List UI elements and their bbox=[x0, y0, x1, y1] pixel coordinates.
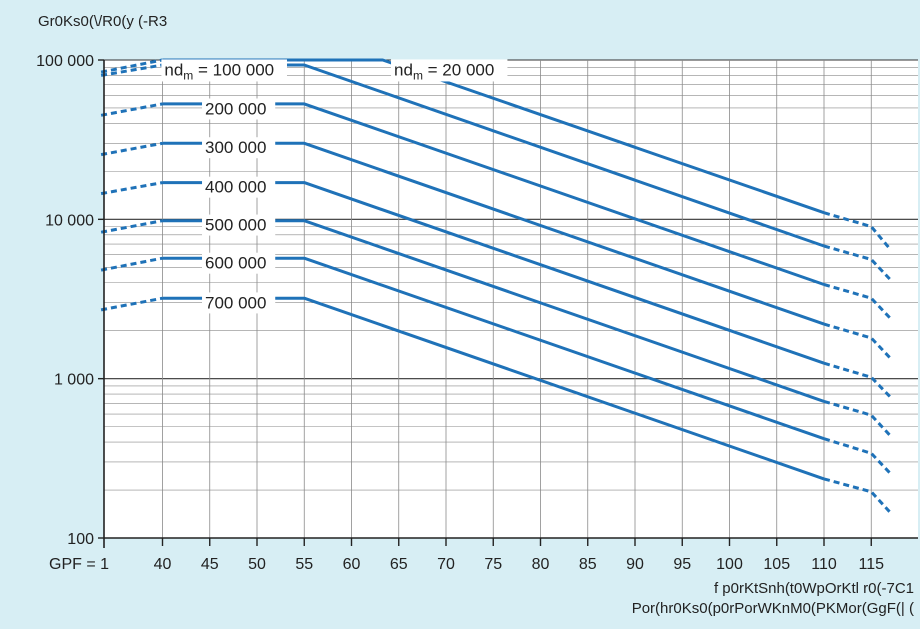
x-tick-label: 100 bbox=[716, 556, 743, 573]
x-tick-label: 70 bbox=[437, 556, 455, 573]
line-label: 300 000 bbox=[205, 138, 266, 157]
x-tick-label: 55 bbox=[295, 556, 313, 573]
line-label: 700 000 bbox=[205, 293, 266, 312]
x-tick-label: 60 bbox=[343, 556, 361, 573]
label-background bbox=[202, 176, 276, 198]
line-label: 600 000 bbox=[205, 254, 266, 273]
series-line-dashed-start bbox=[100, 141, 163, 157]
x-tick-label: 65 bbox=[390, 556, 408, 573]
x-tick-label: 90 bbox=[626, 556, 644, 573]
label-background bbox=[202, 137, 276, 159]
x-tick-label: 110 bbox=[811, 556, 837, 573]
line-label: ndm = 100 000 bbox=[164, 60, 274, 82]
label-background bbox=[202, 252, 276, 274]
x-tick-label: 45 bbox=[201, 556, 219, 573]
x-tick-label: 75 bbox=[484, 556, 502, 573]
series-line-dashed-start bbox=[100, 181, 163, 196]
series-line-dashed-start bbox=[100, 296, 163, 312]
series-line-dashed-start bbox=[100, 219, 163, 234]
label-background bbox=[161, 59, 287, 82]
series-line-dashed-start bbox=[100, 256, 163, 272]
axes: 100 1 000 10 000 100 000 40 45 50 55 60 65 70 75 80 8… bbox=[36, 53, 918, 573]
label-background bbox=[202, 292, 276, 314]
line-label: 400 000 bbox=[205, 178, 266, 197]
x-tick-label: 95 bbox=[673, 556, 691, 573]
x-tick-label: 50 bbox=[248, 556, 266, 573]
line-label: ndm = 20 000 bbox=[394, 60, 494, 82]
x-tick-label: 115 bbox=[858, 556, 884, 573]
series-line-dashed-start bbox=[100, 63, 163, 77]
y-axis-title: Gr0Ks0(\/R0(y (-R3 bbox=[38, 13, 167, 30]
x-axis-subtitle: Por(hr0Ks0(p0rPorWKnM0(PKMor(GgF(| ( bbox=[632, 600, 914, 617]
y-tick-label: 100 000 bbox=[36, 53, 94, 70]
line-label: 500 000 bbox=[205, 216, 266, 235]
series-line-dashed-start bbox=[100, 102, 163, 117]
label-background bbox=[391, 59, 508, 82]
x-tick-label: 105 bbox=[763, 556, 790, 573]
x-tick-label: 80 bbox=[532, 556, 550, 573]
label-background bbox=[202, 98, 276, 120]
series-line-dashed-start bbox=[100, 58, 163, 74]
y-tick-label: 100 bbox=[67, 531, 94, 548]
y-tick-label: 1 000 bbox=[54, 372, 94, 389]
x-tick-label: 85 bbox=[579, 556, 597, 573]
label-background bbox=[202, 214, 276, 236]
line-labels: ndm = 20 000 ndm = 100 000 200 000 300 000 4… bbox=[161, 59, 508, 314]
x-axis-prefix-label: GPF = 1 bbox=[49, 556, 109, 573]
line-label: 200 000 bbox=[205, 99, 266, 118]
x-axis-title: f p0rKtSnh(t0WpOrKtl r0(-7C1 bbox=[714, 580, 914, 597]
x-tick-label: 40 bbox=[154, 556, 172, 573]
y-tick-label: 10 000 bbox=[45, 212, 94, 229]
